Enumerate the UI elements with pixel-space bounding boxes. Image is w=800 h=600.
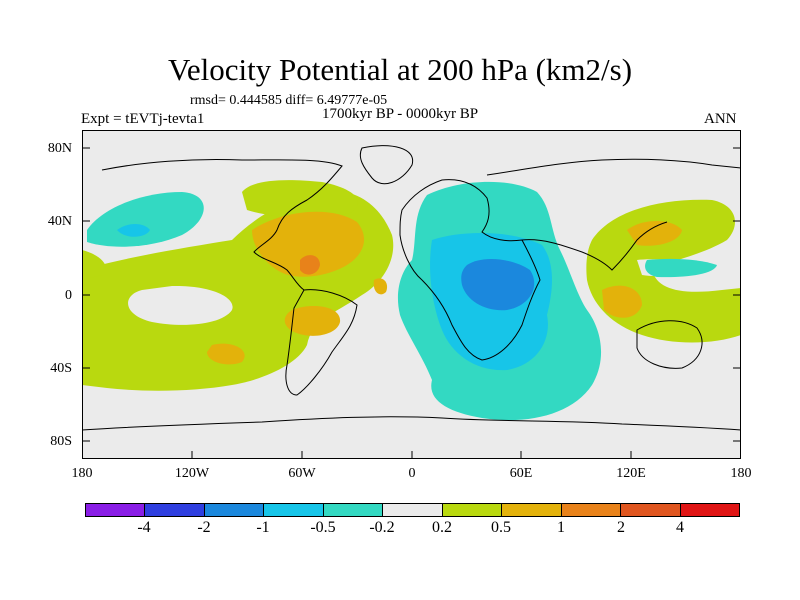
north-pacific-negative-region [87, 192, 204, 247]
colorbar-label-5: -0.2 [369, 519, 395, 536]
americas-moderate-region [207, 211, 365, 365]
x-label-60w: 60W [288, 466, 316, 481]
axis-ticks [82, 147, 741, 459]
north-america-coastline [101, 158, 343, 291]
north-pacific-inner-negative [117, 224, 150, 237]
colorbar-label-6: 0.2 [432, 519, 452, 536]
colorbar-label-8: 1 [557, 519, 565, 536]
stats-text: rmsd= 0.444585 diff= 6.49777e-05 [190, 93, 388, 108]
season-label: ANN [704, 111, 737, 127]
colorbar-label-3: -1 [256, 519, 270, 536]
colorbar-label-10: 4 [676, 519, 684, 536]
asia-coastline [486, 158, 741, 271]
colorbar-segment [621, 504, 681, 516]
experiment-label: Expt = tEVTj-tevta1 [81, 111, 205, 127]
north-pacific-positive-region [242, 180, 358, 218]
coastlines [82, 145, 741, 431]
x-label-120w: 120W [174, 466, 210, 481]
greenland-coastline [359, 145, 414, 185]
x-label-180w: 180 [71, 466, 93, 481]
australia-coastline [636, 320, 703, 369]
y-label-80n: 80N [47, 141, 72, 156]
west-pacific-moderate-region [602, 221, 682, 318]
caribbean-strong-region [300, 255, 320, 275]
colorbar-segment [502, 504, 562, 516]
map-plot [82, 130, 741, 459]
y-label-40s: 40S [50, 361, 72, 376]
plot-title: Velocity Potential at 200 hPa (km2/s) [167, 52, 633, 87]
colorbar-segment [323, 504, 384, 516]
y-label-40n: 40N [47, 214, 72, 229]
atlantic-small-positive [373, 278, 388, 295]
colorbar-segment [145, 504, 205, 516]
y-label-80s: 80S [50, 434, 72, 449]
east-africa-strong-negative [461, 258, 535, 311]
colorbar [85, 503, 740, 517]
period-label: 1700kyr BP - 0000kyr BP [322, 106, 479, 122]
south-america-coastline [285, 289, 358, 396]
negative-anomaly-regions [87, 181, 717, 421]
colorbar-segment [264, 504, 324, 516]
colorbar-label-1: -4 [137, 519, 151, 536]
colorbar-label-2: -2 [197, 519, 211, 536]
colorbar-segment [204, 504, 265, 516]
colorbar-segment [561, 504, 622, 516]
east-of-dateline-positive [82, 250, 106, 280]
south-china-sea-negative [645, 258, 717, 278]
colorbar-segment [680, 504, 739, 516]
colorbar-label-7: 0.5 [491, 519, 511, 536]
x-label-0: 0 [408, 466, 416, 481]
colorbar-label-4: -0.5 [310, 519, 336, 536]
colorbar-segment [383, 504, 443, 516]
x-label-120e: 120E [616, 466, 646, 481]
colorbar-segment [86, 504, 146, 516]
colorbar-label-9: 2 [617, 519, 625, 536]
europe-africa-coastline [399, 179, 541, 361]
antarctica-coastline [82, 416, 741, 431]
x-label-60e: 60E [509, 466, 533, 481]
colorbar-segment [442, 504, 503, 516]
x-label-180e: 180 [730, 466, 752, 481]
y-label-0: 0 [65, 288, 72, 303]
